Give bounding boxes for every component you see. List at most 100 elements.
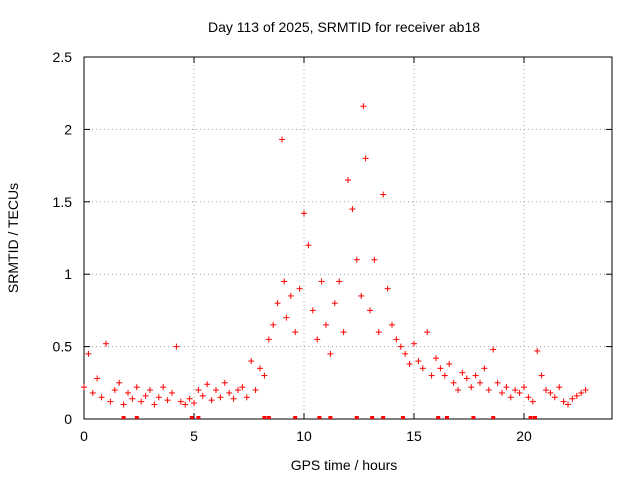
data-point bbox=[481, 365, 488, 372]
data-point bbox=[111, 387, 118, 394]
data-point bbox=[455, 387, 461, 394]
y-tick-label: 1.5 bbox=[53, 194, 73, 210]
data-point bbox=[226, 389, 233, 396]
data-point bbox=[281, 278, 288, 285]
data-point bbox=[296, 285, 303, 292]
data-point bbox=[384, 285, 391, 292]
data-point bbox=[208, 397, 215, 404]
data-point bbox=[406, 360, 413, 367]
x-tick-label: 0 bbox=[80, 428, 88, 444]
data-point bbox=[283, 314, 290, 321]
x-tick-label: 5 bbox=[190, 428, 198, 444]
data-point bbox=[89, 389, 96, 396]
data-point bbox=[116, 379, 123, 386]
zero-marker bbox=[354, 416, 359, 419]
data-point bbox=[556, 384, 563, 391]
data-point bbox=[85, 350, 92, 357]
data-point bbox=[186, 395, 193, 402]
zero-marker bbox=[293, 416, 298, 419]
data-point bbox=[353, 256, 360, 263]
data-point bbox=[292, 329, 299, 336]
data-point bbox=[323, 321, 329, 328]
data-point bbox=[349, 206, 356, 213]
data-point bbox=[450, 379, 457, 386]
y-tick-label: 0 bbox=[64, 411, 72, 427]
data-point bbox=[529, 398, 536, 405]
data-point bbox=[243, 394, 250, 401]
data-point bbox=[578, 389, 585, 396]
data-point bbox=[204, 381, 211, 388]
data-point bbox=[569, 395, 576, 402]
zero-marker bbox=[328, 416, 333, 419]
data-point bbox=[195, 387, 202, 394]
zero-marker bbox=[370, 416, 375, 419]
data-point bbox=[367, 307, 373, 314]
data-point bbox=[173, 343, 180, 350]
data-point bbox=[147, 387, 153, 394]
data-point bbox=[419, 365, 426, 372]
data-point bbox=[138, 398, 145, 405]
data-point bbox=[393, 336, 400, 343]
data-point bbox=[375, 329, 382, 336]
data-point bbox=[133, 384, 140, 391]
data-point bbox=[336, 278, 343, 285]
data-point bbox=[472, 372, 479, 379]
data-point bbox=[331, 300, 338, 307]
data-point bbox=[433, 355, 439, 362]
data-point bbox=[371, 256, 378, 263]
data-point bbox=[485, 387, 492, 394]
zero-marker bbox=[436, 416, 441, 419]
data-point bbox=[534, 347, 541, 354]
data-point bbox=[415, 358, 422, 365]
y-tick-label: 0.5 bbox=[53, 339, 73, 355]
data-point bbox=[261, 372, 268, 379]
data-point bbox=[547, 389, 554, 396]
data-point bbox=[199, 392, 206, 399]
data-point bbox=[499, 389, 505, 396]
data-point bbox=[155, 394, 162, 401]
data-point bbox=[411, 340, 417, 347]
zero-marker bbox=[445, 416, 449, 419]
zero-marker bbox=[189, 416, 194, 419]
data-point bbox=[182, 401, 189, 408]
data-point bbox=[463, 375, 470, 382]
data-point bbox=[318, 278, 325, 285]
data-point bbox=[477, 379, 483, 386]
data-point bbox=[490, 346, 497, 353]
data-point bbox=[582, 387, 589, 394]
x-tick-label: 20 bbox=[516, 428, 532, 444]
data-point bbox=[213, 387, 219, 394]
data-point bbox=[402, 350, 409, 357]
data-point bbox=[279, 136, 285, 143]
data-point bbox=[389, 321, 395, 328]
data-point bbox=[424, 329, 431, 336]
data-point bbox=[248, 358, 255, 365]
data-point bbox=[362, 155, 369, 162]
data-point bbox=[120, 401, 127, 408]
x-tick-label: 15 bbox=[406, 428, 422, 444]
data-point bbox=[345, 177, 351, 184]
zero-marker bbox=[121, 416, 126, 419]
data-point bbox=[81, 384, 87, 391]
data-point bbox=[521, 384, 527, 391]
data-point bbox=[142, 392, 149, 399]
data-point bbox=[164, 397, 171, 404]
data-point bbox=[516, 389, 523, 396]
data-point bbox=[265, 336, 272, 343]
data-point bbox=[314, 336, 321, 343]
zero-marker bbox=[528, 416, 533, 419]
data-point bbox=[230, 395, 237, 402]
data-point bbox=[512, 387, 519, 394]
data-point bbox=[441, 372, 448, 379]
zero-marker bbox=[533, 416, 537, 419]
data-point bbox=[129, 395, 136, 402]
data-point bbox=[380, 191, 387, 198]
zero-marker bbox=[196, 416, 201, 419]
zero-marker bbox=[401, 416, 405, 419]
x-axis: 0 5 10 15 20 bbox=[80, 57, 532, 444]
data-point bbox=[525, 394, 532, 401]
data-point bbox=[573, 392, 580, 399]
zero-marker bbox=[262, 416, 267, 419]
data-point bbox=[309, 307, 316, 314]
